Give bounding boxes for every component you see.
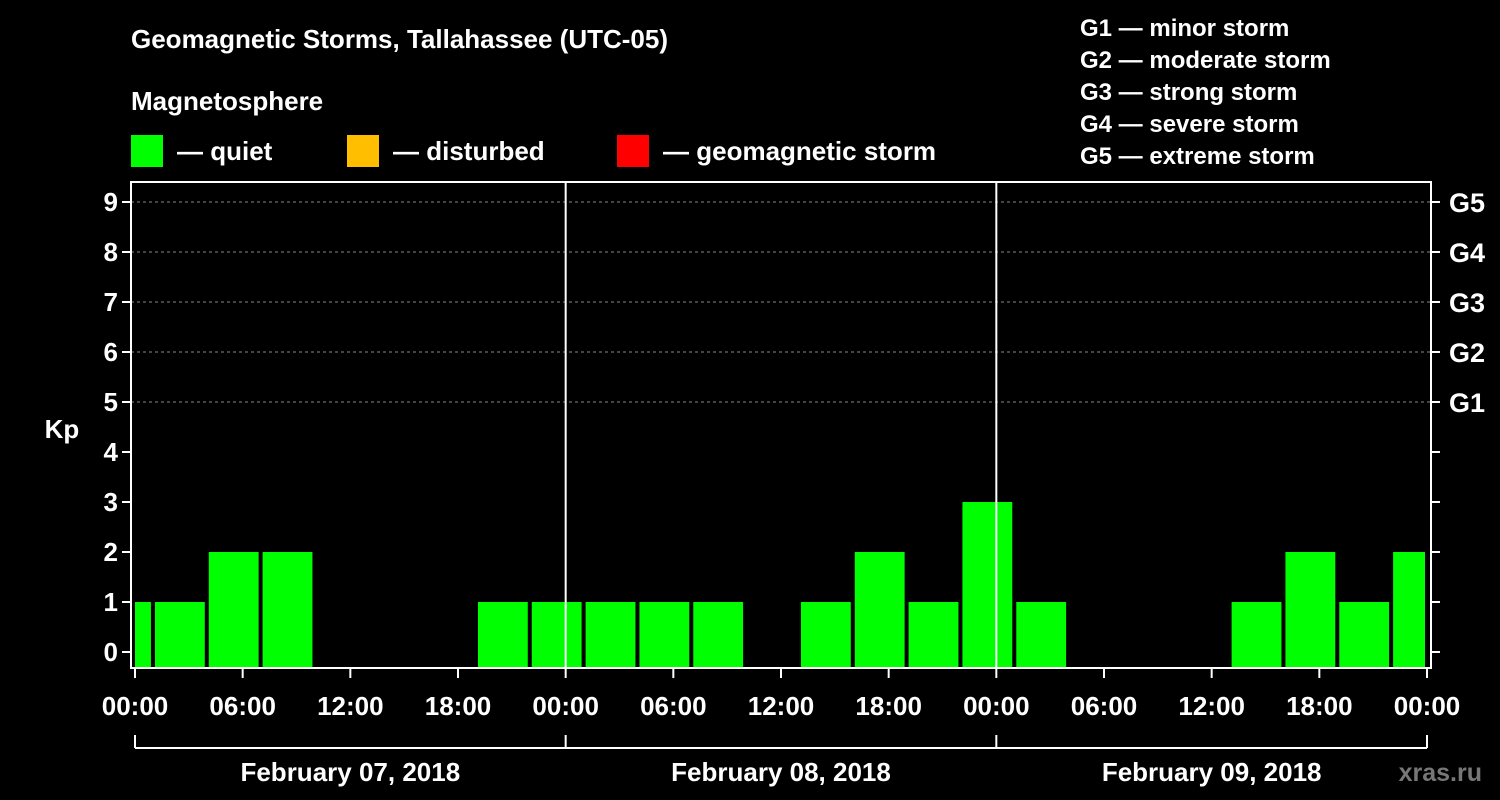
storm-scale-g1: G1 — minor storm [1080, 15, 1290, 42]
kp-bar [854, 552, 905, 668]
kp-bar [1016, 602, 1067, 668]
y-tick-label: 2 [104, 537, 118, 567]
chart-title: Geomagnetic Storms, Tallahassee (UTC-05) [131, 24, 669, 54]
x-tick-label: 06:00 [640, 691, 707, 721]
g-scale-label: G1 [1449, 388, 1485, 418]
y-tick-label: 6 [104, 337, 118, 367]
x-tick-label: 06:00 [209, 691, 276, 721]
kp-bar [585, 602, 636, 668]
kp-bar [208, 552, 259, 668]
legend-item-storm: — geomagnetic storm [617, 134, 936, 168]
x-tick-label: 12:00 [1178, 691, 1245, 721]
storm-scale-g2: G2 — moderate storm [1080, 47, 1331, 74]
storm-scale-g5: G5 — extreme storm [1080, 143, 1315, 170]
y-tick-label: 3 [104, 487, 118, 517]
kp-bar [1231, 602, 1282, 668]
legend-item-disturbed: — disturbed [347, 134, 545, 168]
y-tick-label: 8 [104, 237, 118, 267]
x-tick-label: 00:00 [1394, 691, 1461, 721]
x-tick-label: 00:00 [963, 691, 1030, 721]
legend-swatch-storm [617, 135, 649, 167]
y-axis-label: Kp [45, 414, 80, 444]
legend-label-quiet: — quiet [177, 135, 273, 166]
kp-bar [154, 602, 205, 668]
storm-scale-g3: G3 — strong storm [1080, 79, 1298, 106]
x-tick-label: 12:00 [748, 691, 815, 721]
y-tick-label: 1 [104, 587, 118, 617]
kp-bar [531, 602, 582, 668]
x-tick-label: 18:00 [425, 691, 492, 721]
y-tick-label: 7 [104, 287, 118, 317]
kp-bar [477, 602, 528, 668]
legend-label-storm: — geomagnetic storm [663, 135, 937, 166]
x-tick-label: 06:00 [1071, 691, 1138, 721]
kp-bar [962, 502, 1013, 668]
kp-bar [908, 602, 959, 668]
kp-bar [262, 552, 313, 668]
kp-bar [1285, 552, 1336, 668]
y-tick-label: 4 [104, 437, 119, 467]
y-tick-label: 0 [104, 637, 118, 667]
kp-bar [1393, 552, 1425, 668]
x-tick-label: 00:00 [102, 691, 169, 721]
storm-scale-g4: G4 — severe storm [1080, 111, 1299, 138]
x-tick-label: 18:00 [855, 691, 922, 721]
x-tick-label: 12:00 [317, 691, 384, 721]
kp-bar [693, 602, 744, 668]
legend-label-disturbed: — disturbed [393, 135, 545, 166]
kp-bar [135, 602, 151, 668]
g-scale-label: G5 [1449, 188, 1485, 218]
kp-bar [800, 602, 851, 668]
day-label: February 09, 2018 [1102, 757, 1322, 787]
legend-swatch-quiet [131, 135, 163, 167]
g-scale-label: G4 [1449, 238, 1485, 268]
x-tick-label: 18:00 [1286, 691, 1353, 721]
legend-title: Magnetosphere [131, 86, 324, 116]
g-scale-label: G3 [1449, 288, 1485, 318]
legend-item-quiet: — quiet [131, 134, 272, 168]
kp-bar [1339, 602, 1390, 668]
x-tick-label: 00:00 [532, 691, 599, 721]
plot-frame [130, 181, 1432, 669]
y-tick-label: 5 [104, 387, 118, 417]
g-scale-label: G2 [1449, 338, 1485, 368]
day-label: February 08, 2018 [671, 757, 891, 787]
day-label: February 07, 2018 [240, 757, 460, 787]
kp-bar [639, 602, 690, 668]
watermark: xras.ru [1399, 759, 1482, 787]
legend-swatch-disturbed [347, 135, 379, 167]
y-tick-label: 9 [104, 187, 118, 217]
